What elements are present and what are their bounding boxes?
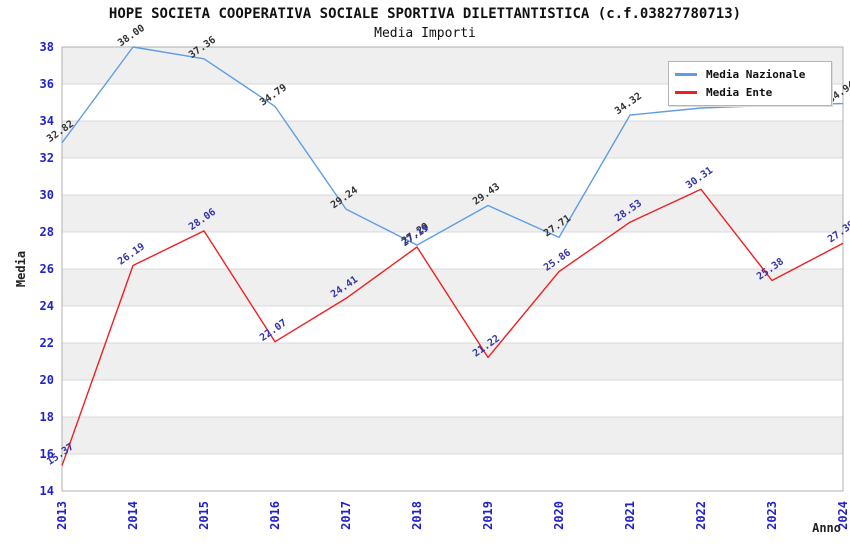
x-tick-label: 2022 <box>694 501 708 530</box>
x-tick-label: 2019 <box>481 501 495 530</box>
series-line-nazionale <box>61 46 844 246</box>
x-tick-label: 2015 <box>197 501 211 530</box>
x-tick-label: 2020 <box>552 501 566 530</box>
y-tick-label: 34 <box>40 114 54 128</box>
y-axis-title: Media <box>14 251 28 287</box>
y-tick-label: 28 <box>40 225 54 239</box>
plot-border <box>61 46 844 492</box>
x-axis-title: Anno <box>812 521 841 535</box>
x-tick-label: 2016 <box>268 501 282 530</box>
legend-line-sample-ente <box>675 90 697 94</box>
legend-label: Media Nazionale <box>706 67 806 81</box>
x-tick-label: 2023 <box>765 501 779 530</box>
y-tick-label: 20 <box>40 373 54 387</box>
chart-title: HOPE SOCIETA COOPERATIVA SOCIALE SPORTIV… <box>108 6 742 22</box>
series-line-ente <box>61 188 844 466</box>
x-tick-label: 2014 <box>126 501 140 530</box>
data-label: 34.79 <box>258 82 289 108</box>
plot-band <box>62 417 843 454</box>
x-tick-label: 2021 <box>623 501 637 530</box>
legend-box: Media Nazionale Media Ente <box>668 61 832 106</box>
x-tick-label: 2013 <box>55 501 69 530</box>
y-tick-label: 32 <box>40 151 54 165</box>
plot-band <box>62 343 843 380</box>
x-tick-label: 2017 <box>339 501 353 530</box>
data-label: 26.19 <box>116 241 147 267</box>
legend-item-media-ente: Media Ente <box>675 83 825 101</box>
chart-subtitle: Media Importi <box>374 26 476 41</box>
x-tick-label: 2024 <box>836 501 850 530</box>
legend-label: Media Ente <box>706 85 773 99</box>
plot-band <box>62 121 843 158</box>
legend-line-sample-nazionale <box>675 72 697 76</box>
y-tick-label: 22 <box>40 336 54 350</box>
data-label: 34.32 <box>613 91 644 117</box>
y-tick-label: 18 <box>40 410 54 424</box>
y-tick-label: 16 <box>40 447 54 461</box>
plot-band <box>62 195 843 232</box>
y-tick-label: 30 <box>40 188 54 202</box>
y-tick-label: 24 <box>40 299 54 313</box>
y-tick-label: 38 <box>40 40 54 54</box>
y-tick-label: 14 <box>40 484 54 498</box>
y-tick-label: 26 <box>40 262 54 276</box>
y-tick-label: 36 <box>40 77 54 91</box>
data-label: 30.31 <box>684 165 715 191</box>
plot-band <box>62 269 843 306</box>
x-tick-label: 2018 <box>410 501 424 530</box>
legend-item-media-nazionale: Media Nazionale <box>675 65 825 83</box>
